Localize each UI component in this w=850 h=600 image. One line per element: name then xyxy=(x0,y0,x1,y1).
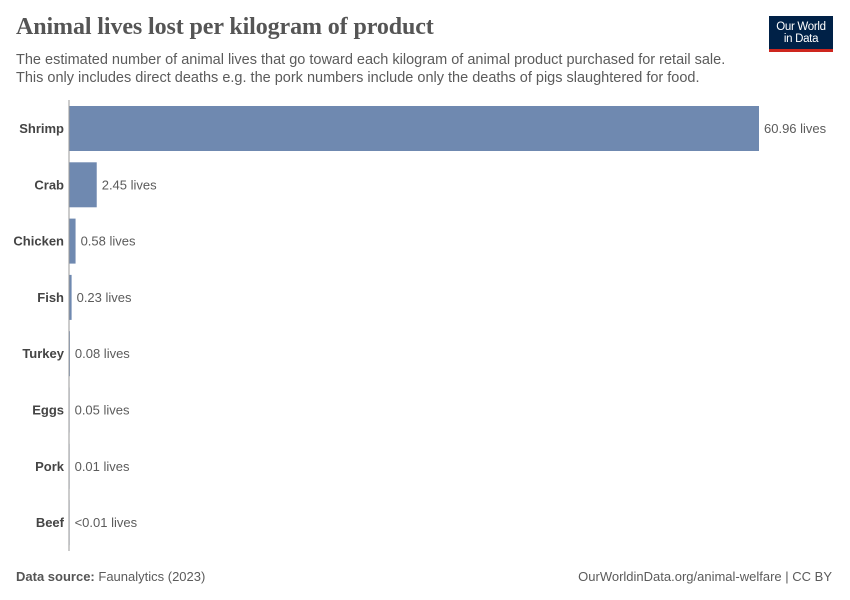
category-label-fish: Fish xyxy=(37,290,64,305)
category-label-crab: Crab xyxy=(34,177,64,192)
subtitle-line-1: The estimated number of animal lives tha… xyxy=(16,52,726,68)
chart-title: Animal lives lost per kilogram of produc… xyxy=(16,14,434,40)
category-label-pork: Pork xyxy=(35,459,65,474)
logo-line-1: Our World xyxy=(776,21,826,33)
category-label-turkey: Turkey xyxy=(22,346,64,361)
credit-link[interactable]: OurWorldinData.org/animal-welfare | CC B… xyxy=(578,569,832,584)
bar-fish[interactable] xyxy=(69,274,72,320)
subtitle-line-2: This only includes direct deaths e.g. th… xyxy=(16,70,700,86)
value-label-chicken: 0.58 lives xyxy=(81,234,136,249)
value-label-fish: 0.23 lives xyxy=(77,290,132,305)
value-label-shrimp: 60.96 lives xyxy=(764,121,827,136)
data-source: Data source: Faunalytics (2023) xyxy=(16,569,205,584)
category-label-beef: Beef xyxy=(36,515,65,530)
value-label-eggs: 0.05 lives xyxy=(75,403,130,418)
logo-line-2: in Data xyxy=(783,33,819,45)
data-source-value[interactable]: Faunalytics (2023) xyxy=(98,569,206,584)
value-label-pork: 0.01 lives xyxy=(75,459,130,474)
value-label-beef: <0.01 lives xyxy=(75,515,138,530)
value-label-crab: 2.45 lives xyxy=(102,177,157,192)
bar-crab[interactable] xyxy=(69,162,97,208)
category-label-chicken: Chicken xyxy=(13,234,64,249)
bar-chicken[interactable] xyxy=(69,218,76,264)
category-label-eggs: Eggs xyxy=(32,403,64,418)
owid-logo[interactable]: Our World in Data xyxy=(769,16,833,52)
value-label-turkey: 0.08 lives xyxy=(75,346,130,361)
bar-shrimp[interactable] xyxy=(69,106,759,151)
category-label-shrimp: Shrimp xyxy=(19,121,64,136)
data-source-label: Data source: xyxy=(16,569,95,584)
chart-subtitle: The estimated number of animal lives tha… xyxy=(16,51,756,87)
